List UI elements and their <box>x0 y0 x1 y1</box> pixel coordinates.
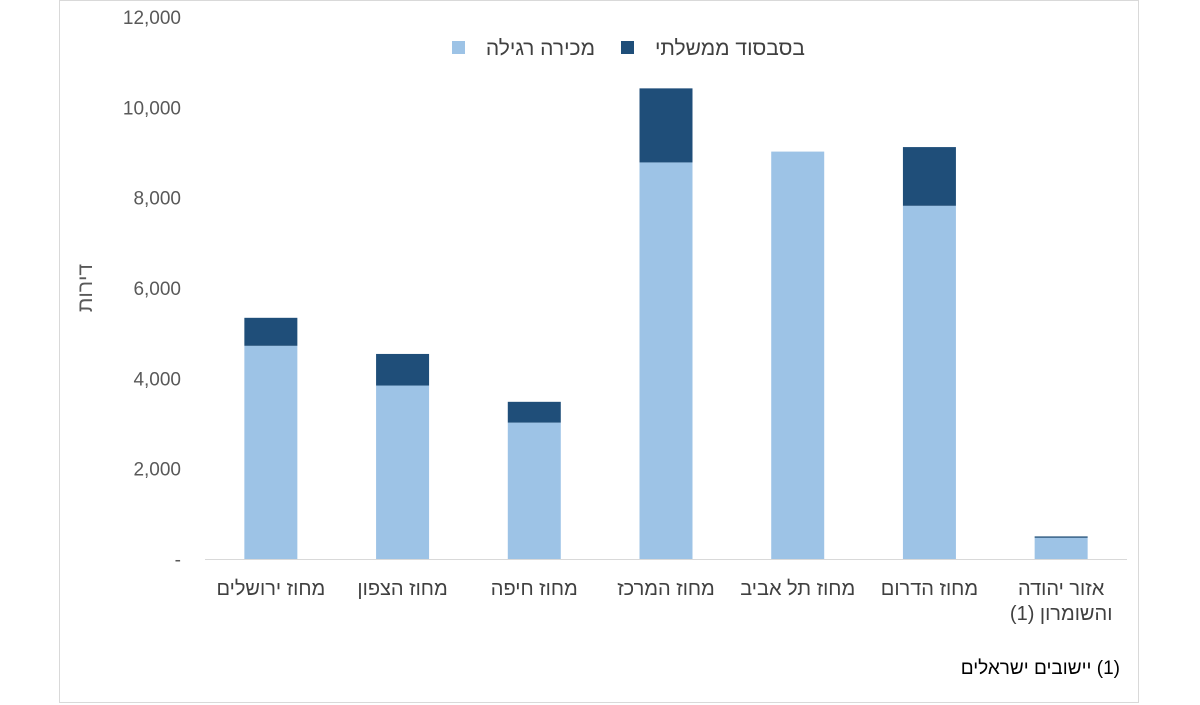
bar-segment-regular <box>771 151 825 559</box>
bar-segment-subsidized <box>1034 536 1088 538</box>
bar-segment-regular <box>639 162 693 560</box>
x-tick-label: אזור יהודה <box>1018 578 1105 600</box>
y-tick-label: 10,000 <box>123 98 181 119</box>
y-tick-label: 8,000 <box>133 189 181 210</box>
legend-label: בסבסוד ממשלתי <box>655 37 805 60</box>
legend-label: מכירה רגילה <box>486 37 595 60</box>
bar-segment-subsidized <box>639 88 693 163</box>
x-tick-label: מחוז הדרום <box>881 578 978 600</box>
bar-segment-subsidized <box>244 317 298 346</box>
bar-segment-regular <box>244 345 298 559</box>
x-tick-label: מחוז המרכז <box>617 578 715 600</box>
x-tick-label: מחוז חיפה <box>491 578 578 600</box>
y-tick-label: - <box>175 550 181 571</box>
legend-swatch <box>452 41 465 54</box>
bar-segment-subsidized <box>507 401 561 423</box>
legend-swatch <box>621 41 634 54</box>
bar-segment-regular <box>376 385 430 559</box>
y-tick-label: 2,000 <box>133 460 181 481</box>
bar-segment-regular <box>507 422 561 559</box>
y-tick-label: 4,000 <box>133 369 181 390</box>
bar-segment-subsidized <box>902 147 956 206</box>
x-tick-label: מחוז הצפון <box>357 578 447 600</box>
bar-segment-regular <box>1034 537 1088 559</box>
y-tick-label: 6,000 <box>133 279 181 300</box>
y-axis-label: דירות <box>74 264 97 313</box>
y-tick-label: 12,000 <box>123 8 181 29</box>
bar-segment-regular <box>902 205 956 559</box>
x-tick-label: מחוז ירושלים <box>216 578 325 600</box>
x-tick-label: והשומרון (1) <box>1010 603 1113 625</box>
footnote: (1) יישובים ישראלים <box>960 658 1120 679</box>
x-tick-label: מחוז תל אביב <box>740 578 855 600</box>
chart-frame <box>59 0 1139 703</box>
bar-segment-subsidized <box>376 353 430 386</box>
